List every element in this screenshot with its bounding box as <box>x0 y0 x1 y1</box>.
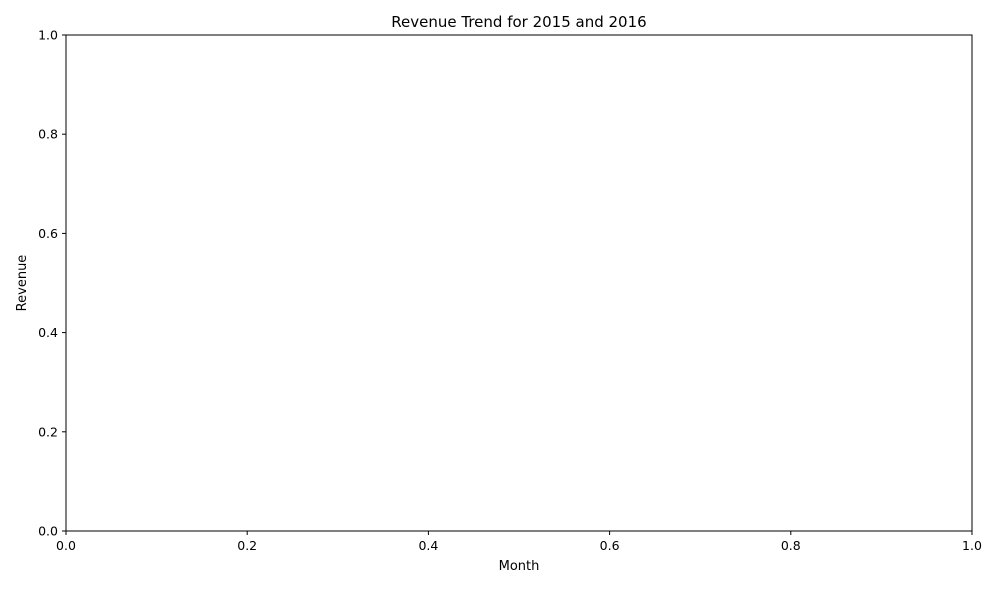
y-tick-label: 0.2 <box>38 424 58 439</box>
y-axis-label: Revenue <box>15 255 30 312</box>
x-axis: 0.0 0.2 0.4 0.6 0.8 1.0 <box>56 531 982 553</box>
y-tick-label: 1.0 <box>38 28 58 43</box>
x-tick-label: 1.0 <box>962 538 982 553</box>
y-tick-label: 0.0 <box>38 524 58 539</box>
x-tick-label: 0.2 <box>237 538 257 553</box>
x-tick-label: 0.6 <box>600 538 620 553</box>
chart-title: Revenue Trend for 2015 and 2016 <box>391 13 646 31</box>
y-tick-label: 0.4 <box>38 325 58 340</box>
x-axis-label: Month <box>499 559 540 574</box>
y-axis: 0.0 0.2 0.4 0.6 0.8 1.0 <box>38 28 66 539</box>
y-tick-label: 0.6 <box>38 226 58 241</box>
y-tick-label: 0.8 <box>38 127 58 142</box>
x-tick-label: 0.4 <box>418 538 438 553</box>
x-tick-label: 0.8 <box>781 538 801 553</box>
plot-area <box>65 34 973 532</box>
x-tick-label: 0.0 <box>56 538 76 553</box>
